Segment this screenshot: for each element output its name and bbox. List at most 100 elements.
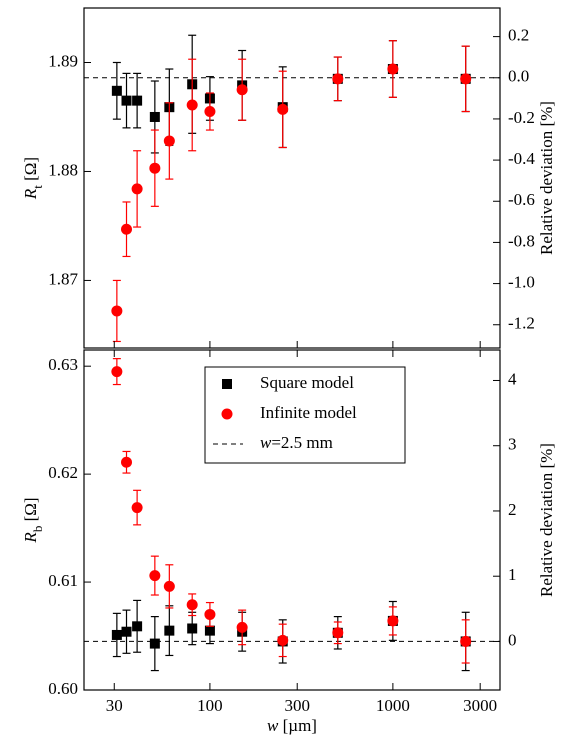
y2-axis-label: Relative deviation [%] [537,101,556,255]
y-tick-label: 0.61 [48,571,78,590]
marker-square [149,111,160,122]
x-label-part: [µm] [278,716,317,735]
marker-circle [236,84,248,96]
marker-square [204,625,215,636]
marker-circle [111,305,123,317]
y2-tick-label: 2 [508,500,517,519]
marker-square [187,623,198,634]
data-point [204,601,216,627]
marker-circle [149,570,161,582]
data-point [111,612,122,658]
data-point [132,72,143,129]
y2-tick-label: -1.2 [508,314,535,333]
data-point [387,606,399,636]
legend-label: Square model [260,373,354,392]
marker-square [111,85,122,96]
data-point [149,555,161,596]
marker-circle [131,502,143,514]
legend-box [204,366,406,464]
marker-circle [277,103,289,115]
y-tick-label: 1.89 [48,51,78,70]
y-label-part: [Ω] [21,157,40,185]
marker-circle [277,634,289,646]
data-point [131,150,143,228]
x-label-part: w [267,716,279,735]
x-axis-label: w [µm] [267,716,317,735]
plot-frame [83,349,501,691]
marker-circle [204,608,216,620]
y2-axis-label: Relative deviation [%] [537,443,556,597]
legend-label: w=2.5 mm [260,433,333,452]
y-axis-label: Rt [Ω] [21,157,46,200]
x-tick-label: 30 [106,696,123,715]
data-point [236,609,248,646]
y-tick-label: 1.88 [48,160,78,179]
data-point [277,623,289,658]
data-point [111,61,122,120]
data-point [163,102,175,180]
y2-tick-label: 0.0 [508,67,529,86]
y-tick-label: 0.63 [48,355,78,374]
data-point [149,616,160,672]
marker-square [121,95,132,106]
marker-circle [163,135,175,147]
x-tick-label: 100 [197,696,223,715]
marker-square [164,625,175,636]
marker-circle [186,599,198,611]
marker-circle [332,73,344,85]
data-point [460,619,472,664]
y-tick-label: 1.87 [48,269,78,288]
x-tick-label: 3000 [463,696,497,715]
data-point [332,56,344,102]
y-label-part: t [30,185,45,189]
y2-tick-label: 4 [508,369,517,388]
marker-square [132,621,143,632]
y2-tick-label: 3 [508,435,517,454]
marker-circle [111,366,123,378]
data-point [131,489,143,526]
y2-tick-label: -0.2 [508,108,535,127]
y2-tick-label: 1 [508,565,517,584]
y-label-part: R [21,532,40,544]
y-label-part: R [21,188,40,200]
legend-marker [221,408,233,420]
data-point [460,45,472,113]
data-point [121,450,133,474]
y2-tick-label: -1.0 [508,272,535,291]
data-point [277,70,289,149]
data-point [121,72,132,129]
y-tick-label: 0.60 [48,679,78,698]
marker-circle [149,162,161,174]
plot-frame [83,7,501,349]
y2-tick-label: 0.2 [508,26,529,45]
data-point [204,92,216,131]
marker-circle [163,580,175,592]
marker-circle [186,99,198,111]
marker-circle [121,456,133,468]
data-point [149,129,161,207]
y-label-part: [Ω] [21,497,40,525]
marker-square [132,95,143,106]
x-tick-label: 300 [284,696,310,715]
marker-circle [236,621,248,633]
marker-circle [387,615,399,627]
data-point [332,621,344,645]
y2-tick-label: -0.4 [508,149,535,168]
marker-square [111,629,122,640]
marker-circle [387,63,399,75]
data-point [132,599,143,653]
data-point [186,593,198,617]
legend-marker [222,379,232,389]
data-point [121,201,133,258]
data-point [187,611,198,646]
marker-circle [332,627,344,639]
data-point [111,358,123,386]
data-point [164,605,175,657]
legend-label-part: =2.5 mm [271,433,333,452]
legend-label-part: w [260,433,272,452]
legend-label: Infinite model [260,403,357,422]
marker-circle [460,73,472,85]
data-point [121,609,132,654]
